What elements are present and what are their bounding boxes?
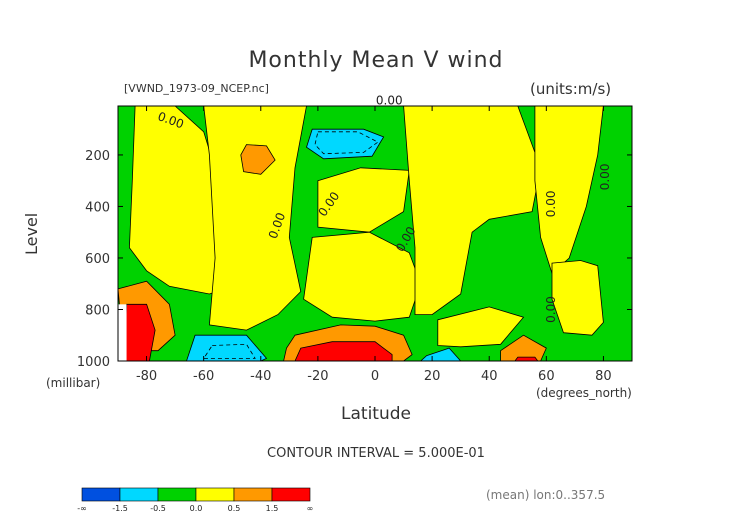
x-axis-units: (degrees_north) xyxy=(536,386,632,400)
mean-longitude-text: (mean) lon:0..357.5 xyxy=(486,488,606,502)
colorbar-swatch-2 xyxy=(157,487,197,502)
colorbar-label-4: 0.5 xyxy=(228,504,241,513)
x-tick-label-5: 20 xyxy=(424,369,441,384)
level-region-8 xyxy=(500,334,547,361)
dashed-contour-1 xyxy=(202,343,256,359)
x-tick-label-2: -40 xyxy=(250,369,271,384)
source-file-label: [VWND_1973-09_NCEP.nc] xyxy=(124,82,269,95)
yellow-region-7 xyxy=(551,260,604,336)
x-tick-label-4: 0 xyxy=(371,369,379,384)
x-tick-label-8: 80 xyxy=(595,369,612,384)
colorbar-label-1: -1.5 xyxy=(112,504,128,513)
x-tick-label-3: -20 xyxy=(307,369,328,384)
level-region-11 xyxy=(514,356,539,361)
x-axis-title: Latitude xyxy=(341,404,411,424)
chart-title: Monthly Mean V wind xyxy=(248,48,504,73)
contour-label-4: 0.00 xyxy=(544,191,558,218)
contour-label-6: 0.00 xyxy=(598,163,612,190)
colorbar-swatch-0 xyxy=(81,487,121,502)
colorbar-swatch-5 xyxy=(271,487,311,502)
x-tick-label-1: -60 xyxy=(193,369,214,384)
colorbar-label-3: 0.0 xyxy=(190,504,203,513)
colorbar-label-6: ∞ xyxy=(307,504,314,513)
level-region-10 xyxy=(294,341,393,361)
level-region-5 xyxy=(240,144,276,175)
yellow-region-1 xyxy=(203,106,307,331)
yellow-region-6 xyxy=(534,106,604,275)
x-tick-label-0: -80 xyxy=(136,369,157,384)
y-tick-label-4: 1000 xyxy=(77,355,110,370)
contour-label-5: 0.00 xyxy=(544,296,558,323)
plot-layer xyxy=(118,106,632,361)
colorbar-swatch-1 xyxy=(119,487,159,502)
x-tick-label-6: 40 xyxy=(481,369,498,384)
y-tick-label-2: 600 xyxy=(85,252,110,267)
colorbar-swatch-4 xyxy=(233,487,273,502)
y-tick-label-1: 400 xyxy=(85,200,110,215)
missing-data-region xyxy=(118,304,127,361)
colorbar-label-2: -0.5 xyxy=(150,504,166,513)
level-region-2 xyxy=(306,128,385,160)
contour-label-7: 0.00 xyxy=(376,94,403,108)
yellow-region-2 xyxy=(317,167,410,233)
colorbar-label-5: 1.5 xyxy=(266,504,279,513)
yellow-region-3 xyxy=(303,231,422,322)
colorbar-swatch-3 xyxy=(195,487,235,502)
dashed-contour-0 xyxy=(314,131,379,155)
level-region-4 xyxy=(420,347,462,361)
x-tick-label-7: 60 xyxy=(538,369,555,384)
colorbar: -∞ -1.5 -0.5 0.0 0.5 1.5 ∞ xyxy=(77,487,314,513)
y-tick-label-0: 200 xyxy=(85,149,110,164)
units-label: (units:m/s) xyxy=(530,80,612,98)
yellow-region-5 xyxy=(437,306,525,348)
contour-interval-text: CONTOUR INTERVAL = 5.000E-01 xyxy=(267,446,485,461)
colorbar-label-0: -∞ xyxy=(77,504,87,513)
y-tick-label-3: 800 xyxy=(85,303,110,318)
y-axis-units: (millibar) xyxy=(46,376,101,390)
